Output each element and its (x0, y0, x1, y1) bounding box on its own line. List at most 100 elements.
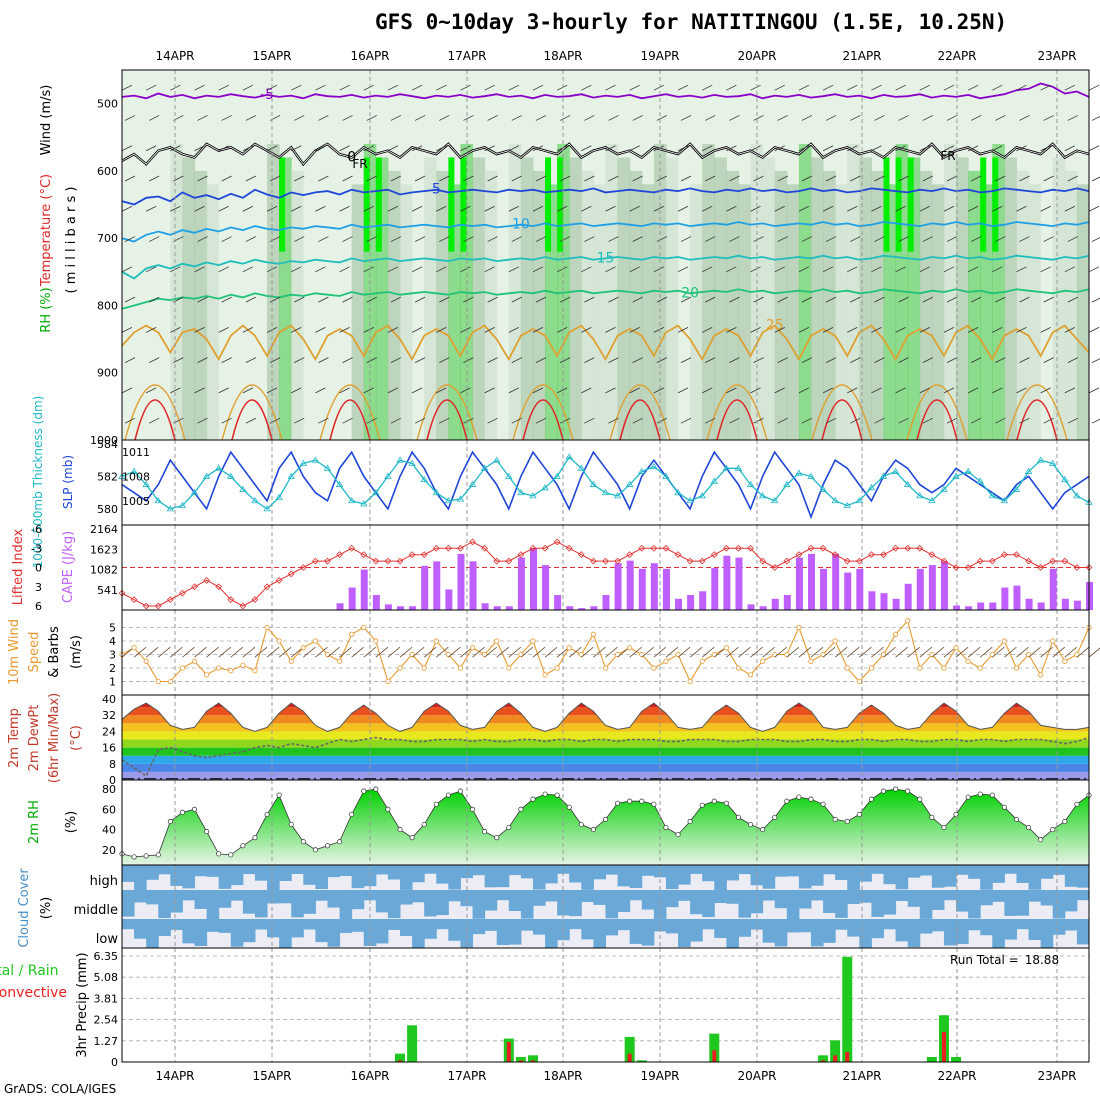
thickness-point-7 (202, 472, 211, 479)
li-point-74 (1013, 551, 1020, 559)
ylabel-rh: RH (%) (39, 287, 54, 332)
wind-barb (632, 357, 643, 363)
cloud-cell (1076, 865, 1090, 888)
wind-barb (995, 296, 1006, 303)
rh-high-core (980, 157, 987, 252)
wind-barb (460, 327, 471, 333)
thickness-point-2 (142, 480, 150, 487)
rh-point-66 (917, 796, 923, 802)
cloud-cell (762, 919, 776, 943)
wind-barb (822, 387, 834, 394)
wind-barb (535, 175, 547, 182)
wind-barb-10m-32 (508, 646, 522, 658)
wind-barb (653, 387, 665, 394)
cloud-cell (327, 919, 341, 947)
cloud-cell (581, 865, 594, 890)
cloud-cell (472, 890, 486, 919)
wind-barb (874, 296, 885, 303)
bottom-date-20APR: 20APR (737, 1069, 776, 1083)
wind-barb (750, 205, 761, 212)
isotherm-3 (121, 221, 1090, 243)
wind-barb (967, 387, 979, 394)
cloud-cell (810, 865, 824, 886)
precip-tick-1.27: 1.27 (94, 1035, 119, 1048)
rh-point-25 (421, 821, 427, 828)
temp-band-7 (122, 715, 1089, 724)
thickness-tick-584: 584 (97, 438, 118, 451)
surface-heat-contour-outer (124, 384, 186, 441)
cape-bar-38 (578, 608, 586, 610)
cloud-cell (690, 919, 703, 942)
wind-barb (750, 145, 761, 152)
precip-conv-bar-60 (845, 1051, 850, 1062)
wind-barb-10m-9 (230, 646, 244, 658)
li-point-8 (215, 583, 223, 591)
cloud-cell (291, 919, 304, 938)
cloud-cell (992, 890, 1005, 902)
thickness-point-60 (843, 501, 851, 509)
rh-column (738, 184, 752, 440)
surface-heat-contour (522, 399, 564, 441)
wind-barb-10m-35 (544, 646, 558, 658)
precip-tick-2.54: 2.54 (94, 1014, 119, 1027)
cloud-cell (496, 890, 510, 901)
wind-barb (194, 266, 205, 273)
wind-barb (847, 327, 858, 333)
ylabel-cloud-cover: Cloud Cover (17, 868, 32, 948)
wind-barb (656, 115, 668, 121)
temp-band-6 (122, 723, 1089, 732)
cloud-cell (182, 865, 196, 889)
wind-barb (874, 357, 885, 363)
wind-point-61 (856, 678, 862, 685)
wind-barb (559, 175, 571, 182)
isotherm-6 (121, 324, 1090, 362)
cloud-cell (387, 890, 401, 919)
precip-tick-3.81: 3.81 (94, 992, 119, 1005)
wind-barb (729, 296, 740, 303)
wind-barb-10m-1 (133, 646, 147, 658)
wind-point-22 (385, 678, 391, 685)
cape-bar-59 (832, 553, 840, 610)
rh-point-21 (373, 786, 379, 792)
cloud-cell (460, 890, 474, 907)
wind-barb (1067, 357, 1079, 363)
rh-column (520, 157, 534, 441)
wind-barb (291, 145, 302, 152)
wind-barb (387, 84, 399, 91)
wind-barb (363, 84, 374, 91)
temp-tick-16: 16 (102, 742, 116, 755)
cloud-cell (774, 919, 788, 947)
cloud-cell (714, 890, 727, 903)
cloud-cell (762, 865, 776, 889)
wind-barb-10m-26 (436, 646, 449, 658)
surface-heat-contour (1016, 399, 1058, 441)
cape-bar-46 (675, 598, 683, 610)
rh-column (351, 184, 365, 440)
thickness-point-23 (396, 456, 404, 463)
wind-barb (221, 236, 232, 242)
wind-barb (559, 357, 571, 363)
thickness-point-42 (625, 480, 634, 487)
wind-barb (387, 266, 399, 273)
surface-heat-contour-outer (512, 384, 574, 441)
wind-barb-10m-13 (278, 646, 292, 658)
wind-barb-10m-65 (907, 646, 920, 658)
cloud-cell (581, 919, 594, 940)
wind-barb (874, 175, 885, 182)
cloud-cell (726, 890, 739, 904)
cloud-cell (1064, 919, 1078, 931)
li-point-13 (275, 576, 283, 584)
wind-barb (363, 387, 374, 394)
rh-point-59 (832, 816, 838, 822)
top-date-16APR: 16APR (350, 49, 389, 63)
wind-barb-10m-48 (701, 646, 715, 658)
cape-bar-50 (723, 555, 731, 610)
wind-barb (1040, 266, 1051, 273)
wind-barb (898, 236, 909, 242)
wind-barb (702, 266, 713, 273)
wind-barb (801, 236, 813, 242)
wind-barb-10m-71 (979, 646, 993, 658)
rh-column (1004, 157, 1017, 441)
wind-barb (1067, 115, 1079, 121)
surface-heat-contour (134, 399, 176, 441)
